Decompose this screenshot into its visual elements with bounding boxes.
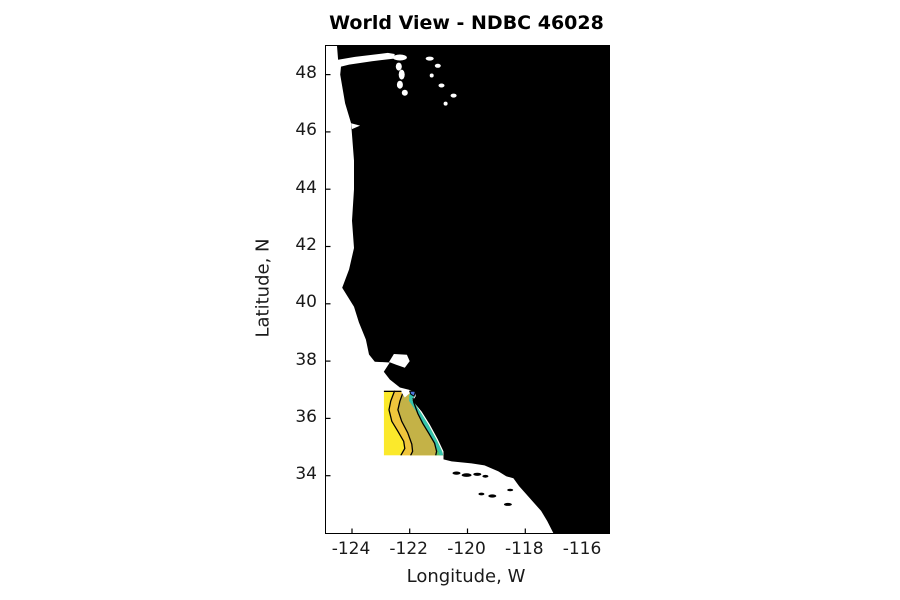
- contour-line-1: [388, 390, 406, 456]
- plot-area: [325, 45, 610, 534]
- chart-title: World View - NDBC 46028: [329, 12, 604, 34]
- columbia-river-mouth: [351, 123, 361, 130]
- inland-water: [401, 89, 408, 96]
- y-axis-label: Latitude, N: [252, 238, 274, 338]
- contour-line-2: [397, 390, 414, 456]
- channel-island: [473, 472, 482, 476]
- channel-island: [461, 473, 472, 477]
- y-tick-label: 38: [295, 349, 317, 370]
- contour-band-coastal-strip: [408, 392, 444, 456]
- bay-teal-patch: [408, 394, 415, 400]
- monterey-bay-notch: [400, 388, 411, 398]
- x-tick-label: -120: [447, 539, 486, 559]
- land-mass: [337, 46, 609, 533]
- x-tick-label: -124: [331, 539, 371, 559]
- x-tick-label: -122: [389, 539, 428, 559]
- san-francisco-bay: [389, 354, 410, 368]
- y-tick-label: 42: [295, 235, 317, 255]
- inland-water: [396, 80, 403, 89]
- tick-marks: [326, 46, 609, 533]
- channel-island: [452, 471, 461, 475]
- inland-water: [450, 93, 457, 98]
- y-tick-label: 44: [295, 177, 317, 198]
- inland-water: [425, 56, 434, 61]
- inland-water: [392, 54, 407, 61]
- y-tick-label: 40: [295, 292, 317, 313]
- contour-line-3: [411, 395, 438, 456]
- channel-island: [503, 502, 512, 506]
- y-tick-label: 36: [295, 406, 317, 427]
- map-svg: [326, 46, 609, 533]
- x-axis-label: Longitude, W: [406, 566, 526, 587]
- x-tick-label: -116: [562, 539, 602, 559]
- inland-water: [395, 62, 402, 71]
- y-tick-label: 46: [295, 120, 317, 141]
- inland-water: [443, 101, 448, 106]
- channel-island: [482, 474, 489, 478]
- inland-water: [398, 69, 405, 80]
- inland-water: [438, 83, 445, 88]
- y-tick-label: 48: [295, 63, 317, 84]
- channel-island: [478, 492, 485, 496]
- inland-water: [434, 63, 441, 68]
- channel-island: [507, 488, 514, 492]
- x-tick-label: -118: [505, 539, 544, 559]
- inland-water: [429, 73, 434, 78]
- channel-island: [488, 494, 497, 498]
- y-tick-label: 34: [295, 464, 317, 485]
